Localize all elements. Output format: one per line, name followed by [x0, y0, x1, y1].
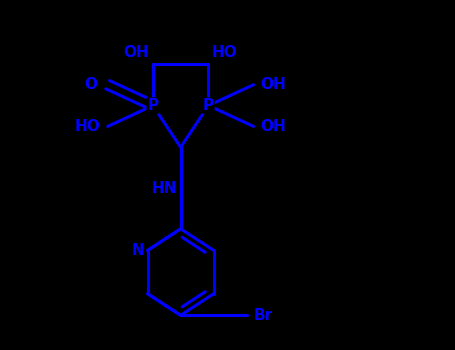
Text: OH: OH	[124, 46, 149, 61]
Text: O: O	[84, 77, 97, 92]
Text: N: N	[131, 243, 144, 258]
Text: Br: Br	[253, 308, 273, 323]
Text: HO: HO	[75, 119, 101, 134]
Text: P: P	[203, 98, 214, 113]
Text: HO: HO	[212, 46, 238, 61]
Text: OH: OH	[260, 77, 286, 92]
Text: HN: HN	[152, 181, 177, 196]
Text: P: P	[147, 98, 158, 113]
Text: OH: OH	[260, 119, 286, 134]
